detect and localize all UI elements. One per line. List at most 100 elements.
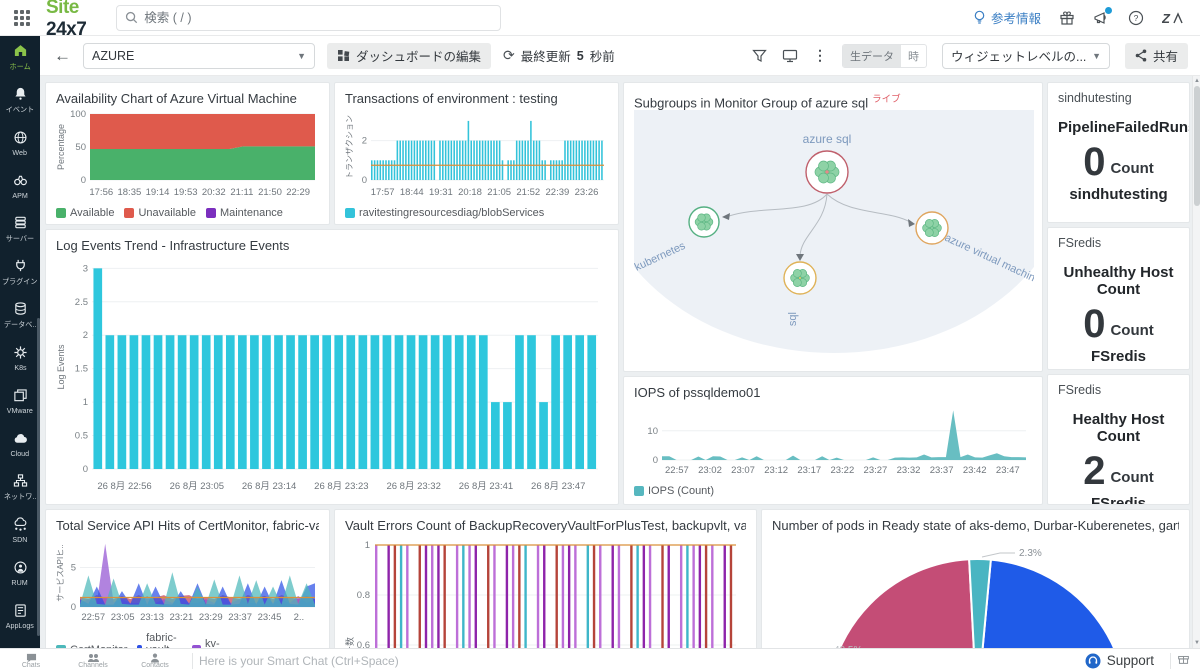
search-input[interactable] [144, 10, 493, 25]
help-button[interactable]: ? [1128, 10, 1144, 26]
dashboard-select[interactable]: AZURE ▼ [83, 42, 315, 69]
binoculars-icon [13, 175, 27, 186]
divider [1170, 652, 1171, 669]
left-sidebar: ホーム イベント Web APM サーバー プラグイン データベ.. K8s VMware Clo… [0, 36, 40, 648]
filter-button[interactable] [752, 49, 767, 63]
scroll-down-icon[interactable]: ▼ [1194, 640, 1200, 646]
availability-legend-item[interactable]: Available [56, 207, 114, 219]
counter-value: 0 [1083, 302, 1106, 346]
sidebar-item-Cloud[interactable]: Cloud [0, 423, 40, 466]
sidebar-item-AppLogs[interactable]: AppLogs [0, 595, 40, 638]
divider [192, 652, 193, 669]
widget-subgroups[interactable]: Subgroups in Monitor Group of azure sql ラ… [623, 82, 1043, 372]
sidebar-item-SDN[interactable]: SDN [0, 509, 40, 552]
sidebar-item-Web[interactable]: Web [0, 122, 40, 165]
chats-button[interactable]: Chats [0, 652, 62, 669]
svg-text:サービスAPIヒ..: サービスAPIヒ.. [56, 544, 65, 601]
widget-level-select[interactable]: ウィジェットレベルの... ▼ [941, 42, 1110, 69]
svg-text:23:13: 23:13 [140, 612, 164, 623]
transactions-legend-item[interactable]: ravitestingresourcesdiag/blobServices [345, 207, 544, 219]
share-button[interactable]: 共有 [1124, 42, 1188, 69]
live-badge: ライブ [872, 94, 901, 105]
support-button[interactable]: Support [1085, 653, 1164, 669]
main-scrollbar[interactable]: ▲ ▼ [1192, 76, 1200, 648]
widget-iops[interactable]: IOPS of pssqldemo01 0 10 22:57 23:02 23:07 23… [623, 376, 1043, 505]
contacts-button[interactable]: Contacts [124, 652, 186, 669]
widget-log-events[interactable]: Log Events Trend - Infrastructure Events… [45, 229, 619, 505]
announcements-button[interactable] [1093, 6, 1112, 26]
svg-text:23:02: 23:02 [698, 465, 722, 476]
svg-text:2.5: 2.5 [75, 297, 88, 308]
edit-dashboard-button[interactable]: ダッシュボードの編集 [327, 42, 492, 69]
chevron-down-icon: ▼ [1092, 50, 1101, 61]
toggle-raw-data[interactable]: 生データ [842, 44, 901, 67]
widget-counter-unhealthy[interactable]: FSredis Unhealthy Host Count 0 Count FSre… [1047, 227, 1190, 370]
sdn-icon [14, 517, 26, 531]
sidebar-item-K8s[interactable]: K8s [0, 337, 40, 380]
sidebar-item-サーバー[interactable]: サーバー [0, 208, 40, 251]
scroll-up-icon[interactable]: ▲ [1194, 78, 1200, 84]
gift-button[interactable] [1059, 10, 1075, 26]
dashboard-grid: Availability Chart of Azure Virtual Mach… [40, 76, 1192, 672]
zia-avatar-icon[interactable]: Z [1162, 10, 1184, 26]
refresh-icon[interactable]: ⟳ [503, 47, 515, 63]
reference-info-button[interactable]: 参考情報 [973, 8, 1041, 27]
more-options-button[interactable]: ⋮ [812, 47, 827, 63]
legend-swatch [634, 486, 644, 496]
helm-icon [13, 346, 27, 359]
sidebar-item-イベント[interactable]: イベント [0, 79, 40, 122]
svg-text:23:22: 23:22 [830, 465, 854, 476]
data-mode-toggle: 生データ 時 [841, 43, 927, 68]
sidebar-item-presentation[interactable] [0, 638, 40, 648]
sidebar-item-ホーム[interactable]: ホーム [0, 36, 40, 79]
smart-chat-input[interactable] [199, 653, 1085, 668]
widget-vault-errors[interactable]: Vault Errors Count of BackupRecoveryVaul… [334, 509, 757, 672]
sidebar-item-RUM[interactable]: RUM [0, 552, 40, 595]
svg-text:23:27: 23:27 [864, 465, 888, 476]
sidebar-scrollbar[interactable] [37, 317, 40, 636]
svg-text:23:37: 23:37 [930, 465, 954, 476]
svg-text:21:50: 21:50 [258, 187, 282, 198]
svg-text:23:21: 23:21 [169, 612, 193, 623]
widget-api-hits[interactable]: Total Service API Hits of CertMonitor, f… [45, 509, 330, 672]
svg-text:5: 5 [71, 562, 76, 573]
global-search[interactable] [116, 4, 502, 31]
scrollbar-thumb[interactable] [1194, 86, 1200, 206]
svg-text:21:11: 21:11 [230, 187, 253, 198]
site24x7-logo[interactable]: Site 24x7 [46, 0, 87, 40]
svg-text:0: 0 [653, 455, 658, 466]
vault-errors-chart: 10.80.6エラー数 [344, 540, 736, 671]
svg-text:0: 0 [362, 175, 367, 186]
svg-text:23:05: 23:05 [111, 612, 135, 623]
svg-text:Percentage: Percentage [56, 124, 66, 170]
sidebar-item-APM[interactable]: APM [0, 165, 40, 208]
sidebar-item-VMware[interactable]: VMware [0, 380, 40, 423]
svg-text:17:57: 17:57 [371, 187, 395, 198]
apps-grid-icon[interactable] [14, 9, 30, 26]
iops-legend-item[interactable]: IOPS (Count) [634, 485, 714, 497]
svg-text:23:26: 23:26 [575, 187, 599, 198]
vmware-icon [13, 389, 27, 402]
sidebar-item-データベ..[interactable]: データベ.. [0, 294, 40, 337]
widget-counter-healthy[interactable]: FSredis Healthy Host Count 2 Count FSredi… [1047, 374, 1190, 505]
network-icon [13, 474, 27, 487]
chat-gift-button[interactable] [1177, 652, 1200, 670]
toggle-hour[interactable]: 時 [907, 50, 919, 63]
counter-value: 2 [1083, 449, 1106, 493]
svg-text:0.5: 0.5 [75, 431, 88, 442]
channels-button[interactable]: Channels [62, 652, 124, 669]
sidebar-item-プラグイン[interactable]: プラグイン [0, 251, 40, 294]
widget-availability[interactable]: Availability Chart of Azure Virtual Mach… [45, 82, 330, 225]
lightbulb-icon [974, 10, 985, 24]
widget-pods-pie[interactable]: Number of pods in Ready state of aks-dem… [761, 509, 1190, 672]
legend-swatch [124, 208, 135, 218]
availability-legend-item[interactable]: Maintenance [205, 207, 283, 219]
widget-counter-pipeline[interactable]: sindhutesting PipelineFailedRuns 0 Count … [1047, 82, 1190, 223]
back-button[interactable]: ← [54, 45, 71, 65]
availability-legend-item[interactable]: Unavailable [124, 207, 196, 219]
display-mode-button[interactable] [782, 49, 798, 63]
svg-text:0: 0 [71, 602, 76, 613]
svg-text:26 8月 23:47: 26 8月 23:47 [531, 481, 585, 492]
sidebar-item-ネットワ..[interactable]: ネットワ.. [0, 466, 40, 509]
